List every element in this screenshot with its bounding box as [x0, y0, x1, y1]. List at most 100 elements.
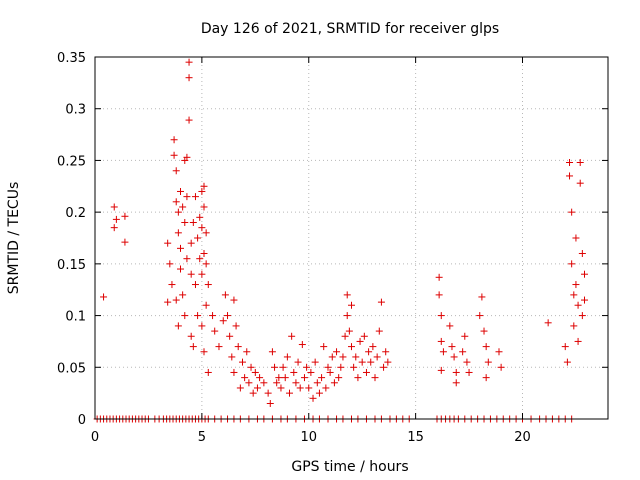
data-point [174, 229, 182, 237]
data-point [318, 374, 326, 382]
data-point [459, 348, 467, 356]
data-point [290, 368, 298, 376]
data-point [187, 270, 195, 278]
data-point [294, 358, 302, 366]
data-point [181, 312, 189, 320]
data-point [348, 301, 355, 309]
data-point [367, 358, 375, 366]
data-point [435, 291, 443, 299]
data-point [164, 239, 172, 247]
data-point [241, 374, 249, 382]
data-point [264, 389, 272, 397]
data-point [315, 389, 323, 397]
data-point [544, 319, 552, 327]
y-tick-label: 0.25 [57, 154, 86, 169]
data-point [234, 343, 242, 351]
data-point [179, 291, 187, 299]
data-point [200, 203, 208, 211]
data-point [194, 312, 202, 320]
data-point [219, 317, 227, 325]
data-point [572, 234, 580, 242]
data-point [292, 379, 300, 387]
data-point [356, 337, 364, 345]
data-point [576, 158, 584, 166]
data-point [437, 337, 445, 345]
data-point [484, 358, 492, 366]
data-point [110, 203, 118, 211]
data-point [305, 384, 313, 392]
data-point [268, 348, 276, 356]
data-point [209, 312, 217, 320]
data-point [166, 260, 174, 268]
data-point [288, 332, 296, 340]
data-point [256, 374, 264, 382]
data-point [311, 358, 319, 366]
y-tick-label: 0.3 [65, 103, 86, 118]
y-tick-label: 0.35 [57, 51, 86, 66]
data-point [570, 291, 578, 299]
x-tick-label: 15 [407, 430, 424, 445]
data-point [365, 348, 373, 356]
x-tick-label: 10 [300, 430, 317, 445]
data-point [328, 353, 336, 361]
data-point [183, 255, 191, 263]
data-point [580, 270, 588, 278]
data-point [279, 363, 287, 371]
data-point [313, 379, 321, 387]
data-point [247, 363, 255, 371]
data-point [373, 353, 381, 361]
data-point [578, 250, 586, 258]
data-point [572, 281, 580, 289]
data-point [495, 348, 503, 356]
data-point [189, 218, 197, 226]
data-point [183, 153, 191, 161]
data-point [576, 179, 584, 187]
data-point [204, 368, 212, 376]
data-point [463, 358, 471, 366]
data-point [480, 327, 488, 335]
data-point [253, 384, 261, 392]
data-point [185, 116, 193, 124]
data-point [185, 74, 193, 82]
data-point [172, 296, 180, 304]
data-point [191, 193, 199, 201]
data-point [497, 363, 505, 371]
chart-title: Day 126 of 2021, SRMTID for receiver glp… [201, 21, 499, 37]
data-point [238, 358, 246, 366]
data-point [196, 213, 204, 221]
y-axis-label: SRMTID / TECUs [6, 182, 22, 295]
data-point [194, 234, 202, 242]
data-point [226, 332, 234, 340]
data-point [177, 187, 184, 195]
data-point [309, 394, 317, 402]
data-point [215, 343, 223, 351]
data-point [371, 374, 379, 382]
data-point [369, 343, 377, 351]
data-point [196, 255, 204, 263]
data-point [221, 291, 229, 299]
data-point [185, 58, 193, 66]
data-point [170, 151, 178, 159]
data-point [277, 384, 285, 392]
data-point [307, 368, 315, 376]
data-point [200, 182, 208, 190]
data-point [283, 353, 291, 361]
data-point [183, 193, 191, 201]
data-point [352, 353, 360, 361]
data-point [335, 374, 343, 382]
data-point [230, 368, 238, 376]
data-point [200, 250, 208, 258]
y-tick-label: 0.2 [65, 206, 86, 221]
data-point [202, 301, 210, 309]
data-point [337, 363, 345, 371]
data-point [168, 281, 176, 289]
data-point [452, 368, 460, 376]
data-point [377, 298, 385, 306]
data-point [236, 384, 244, 392]
data-point [354, 374, 362, 382]
data-point [198, 270, 206, 278]
data-point [439, 348, 447, 356]
data-point [574, 301, 582, 309]
data-point [448, 343, 456, 351]
